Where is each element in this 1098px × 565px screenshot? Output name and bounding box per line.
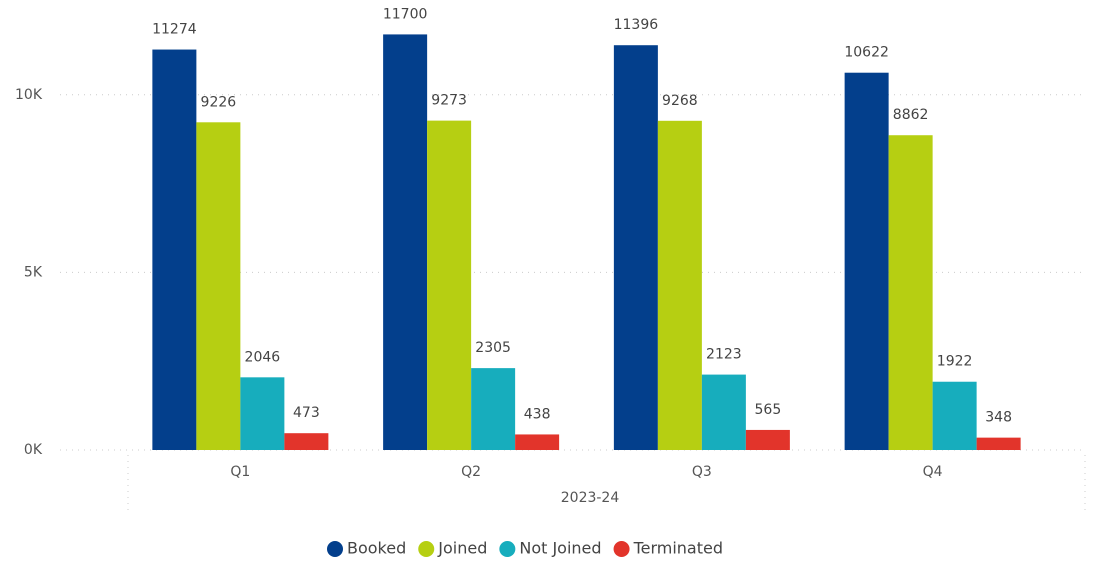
bar bbox=[515, 434, 560, 450]
data-label: 9273 bbox=[431, 93, 467, 109]
data-label: 2046 bbox=[245, 349, 281, 365]
legend-label: Booked bbox=[347, 539, 406, 558]
bar bbox=[284, 433, 329, 450]
data-label: 11274 bbox=[152, 22, 197, 38]
legend-label: Not Joined bbox=[519, 539, 601, 558]
bar bbox=[932, 381, 977, 450]
data-label: 10622 bbox=[844, 45, 889, 61]
bar bbox=[976, 437, 1021, 450]
data-label: 11396 bbox=[614, 17, 659, 33]
bar bbox=[383, 34, 428, 450]
y-tick-label: 5K bbox=[24, 264, 43, 280]
legend-marker bbox=[613, 541, 630, 557]
legend-marker bbox=[418, 541, 435, 557]
data-label: 565 bbox=[755, 402, 782, 418]
x-tick-label: Q2 bbox=[461, 464, 481, 480]
x-tick-label: Q4 bbox=[923, 464, 943, 480]
data-label: 438 bbox=[524, 406, 551, 422]
legend-label: Joined bbox=[437, 539, 487, 558]
legend-label: Terminated bbox=[633, 539, 723, 558]
bar bbox=[613, 45, 658, 450]
bar bbox=[240, 377, 285, 450]
bar bbox=[701, 374, 746, 450]
bar bbox=[745, 429, 790, 450]
data-label: 11700 bbox=[383, 6, 428, 22]
x-tick-label: Q3 bbox=[692, 464, 712, 480]
bar bbox=[471, 368, 516, 450]
data-label: 473 bbox=[293, 405, 320, 421]
data-label: 8862 bbox=[893, 107, 929, 123]
bar bbox=[427, 120, 472, 450]
x-tick-label: Q1 bbox=[230, 464, 250, 480]
y-tick-label: 10K bbox=[15, 87, 43, 103]
x-axis-title: 2023-24 bbox=[561, 490, 620, 506]
bar bbox=[657, 120, 702, 451]
data-label: 348 bbox=[985, 410, 1012, 426]
data-label: 1922 bbox=[937, 354, 973, 370]
bar bbox=[152, 49, 197, 451]
legend-marker bbox=[499, 541, 516, 557]
data-label: 9268 bbox=[662, 93, 698, 109]
bar bbox=[196, 122, 241, 450]
data-label: 2305 bbox=[475, 340, 511, 356]
data-label: 9226 bbox=[201, 94, 237, 110]
bar bbox=[888, 135, 933, 451]
data-label: 2123 bbox=[706, 347, 742, 363]
y-tick-label: 0K bbox=[24, 442, 43, 458]
legend-marker bbox=[327, 541, 343, 557]
bar bbox=[844, 72, 889, 451]
